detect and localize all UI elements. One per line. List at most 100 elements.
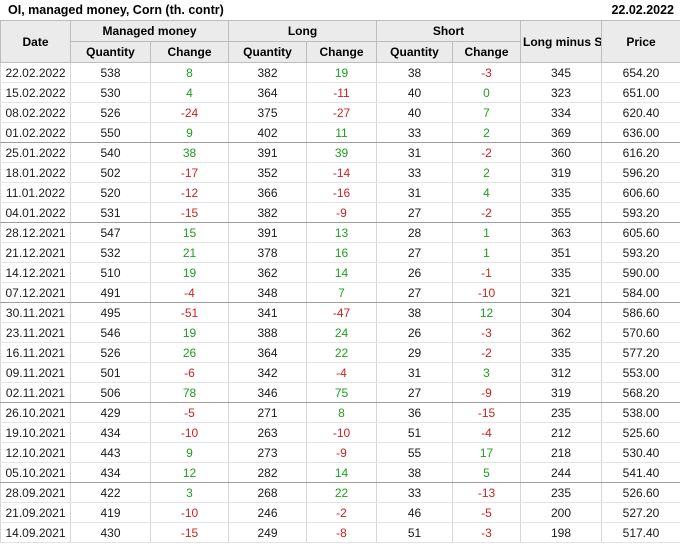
- cell-date: 14.12.2021: [0, 262, 71, 283]
- cell-mm-change: 4: [150, 82, 229, 103]
- cell-long-change: 14: [305, 262, 378, 283]
- cell-price: 596.20: [601, 162, 680, 183]
- cell-short-change: 1: [452, 242, 522, 263]
- cell-short-change: 7: [452, 102, 522, 123]
- cell-short-change: 2: [452, 162, 522, 183]
- cell-price: 605.60: [601, 222, 680, 243]
- col-header-short-quantity: Quantity: [376, 41, 454, 63]
- cell-date: 28.09.2021: [0, 482, 71, 503]
- cell-long-quantity: 341: [228, 302, 307, 323]
- cell-date: 22.02.2022: [0, 62, 71, 83]
- cell-long-minus-short: 351: [520, 242, 603, 263]
- cell-long-quantity: 342: [228, 362, 307, 383]
- table-row: 22.02.2022 538 8 382 19 38 -3 345 654.20: [0, 62, 680, 83]
- cell-short-change: -1: [452, 262, 522, 283]
- table-row: 18.01.2022 502 -17 352 -14 33 2 319 596.…: [0, 162, 680, 183]
- cell-price: 616.20: [601, 142, 680, 163]
- cell-mm-quantity: 540: [70, 142, 151, 163]
- cell-mm-change: 19: [150, 322, 229, 343]
- cell-short-change: -4: [452, 422, 522, 443]
- cell-long-quantity: 362: [228, 262, 307, 283]
- cell-long-quantity: 352: [228, 162, 307, 183]
- table-header: Date Managed money Long Short Long minus…: [0, 20, 680, 63]
- cell-mm-quantity: 530: [70, 82, 151, 103]
- oi-managed-money-table: Date Managed money Long Short Long minus…: [0, 20, 680, 543]
- cell-long-change: 13: [305, 222, 378, 243]
- cell-long-quantity: 263: [228, 422, 307, 443]
- table-row: 07.12.2021 491 -4 348 7 27 -10 321 584.0…: [0, 282, 680, 303]
- cell-price: 606.60: [601, 182, 680, 203]
- cell-short-quantity: 46: [376, 502, 454, 523]
- cell-long-minus-short: 362: [520, 322, 603, 343]
- cell-date: 09.11.2021: [0, 362, 71, 383]
- table-row: 11.01.2022 520 -12 366 -16 31 4 335 606.…: [0, 182, 680, 203]
- cell-price: 527.20: [601, 502, 680, 523]
- col-header-long-minus-short: Long minus Short: [520, 20, 603, 63]
- table-row: 04.01.2022 531 -15 382 -9 27 -2 355 593.…: [0, 202, 680, 223]
- cell-price: 590.00: [601, 262, 680, 283]
- table-row: 30.11.2021 495 -51 341 -47 38 12 304 586…: [0, 302, 680, 323]
- cell-date: 30.11.2021: [0, 302, 71, 323]
- col-group-short: Short: [376, 20, 522, 42]
- table-row: 02.11.2021 506 78 346 75 27 -9 319 568.2…: [0, 382, 680, 403]
- cell-mm-quantity: 538: [70, 62, 151, 83]
- cell-mm-change: 78: [150, 382, 229, 403]
- cell-long-quantity: 378: [228, 242, 307, 263]
- cell-long-minus-short: 363: [520, 222, 603, 243]
- cell-mm-quantity: 495: [70, 302, 151, 323]
- cell-mm-quantity: 532: [70, 242, 151, 263]
- table-row: 05.10.2021 434 12 282 14 38 5 244 541.40: [0, 462, 680, 483]
- cell-short-change: -2: [452, 142, 522, 163]
- cell-long-change: 39: [305, 142, 378, 163]
- table-row: 19.10.2021 434 -10 263 -10 51 -4 212 525…: [0, 422, 680, 443]
- cell-mm-change: 21: [150, 242, 229, 263]
- cell-date: 05.10.2021: [0, 462, 71, 483]
- cell-long-minus-short: 319: [520, 382, 603, 403]
- cell-date: 23.11.2021: [0, 322, 71, 343]
- cell-mm-quantity: 502: [70, 162, 151, 183]
- cell-date: 07.12.2021: [0, 282, 71, 303]
- cell-mm-change: 9: [150, 442, 229, 463]
- cell-mm-quantity: 434: [70, 462, 151, 483]
- cell-long-change: 75: [305, 382, 378, 403]
- report-header: OI, managed money, Corn (th. contr) 22.0…: [0, 0, 680, 20]
- cell-long-minus-short: 334: [520, 102, 603, 123]
- cell-short-quantity: 33: [376, 162, 454, 183]
- cell-mm-change: -24: [150, 102, 229, 123]
- cell-mm-change: -12: [150, 182, 229, 203]
- cell-long-minus-short: 321: [520, 282, 603, 303]
- table-body: 22.02.2022 538 8 382 19 38 -3 345 654.20…: [0, 62, 680, 543]
- cell-long-minus-short: 323: [520, 82, 603, 103]
- cell-long-quantity: 402: [228, 122, 307, 143]
- col-header-long-quantity: Quantity: [228, 41, 307, 63]
- cell-long-change: -9: [305, 202, 378, 223]
- cell-short-quantity: 51: [376, 522, 454, 543]
- cell-long-quantity: 388: [228, 322, 307, 343]
- cell-mm-quantity: 506: [70, 382, 151, 403]
- cell-long-quantity: 268: [228, 482, 307, 503]
- cell-short-quantity: 33: [376, 482, 454, 503]
- cell-short-change: 5: [452, 462, 522, 483]
- cell-short-quantity: 27: [376, 382, 454, 403]
- cell-mm-quantity: 491: [70, 282, 151, 303]
- cell-long-change: -11: [305, 82, 378, 103]
- cell-long-minus-short: 345: [520, 62, 603, 83]
- table-row: 08.02.2022 526 -24 375 -27 40 7 334 620.…: [0, 102, 680, 123]
- cell-price: 526.60: [601, 482, 680, 503]
- cell-mm-change: 19: [150, 262, 229, 283]
- table-row: 26.10.2021 429 -5 271 8 36 -15 235 538.0…: [0, 402, 680, 423]
- cell-long-minus-short: 235: [520, 402, 603, 423]
- cell-date: 02.11.2021: [0, 382, 71, 403]
- cell-long-change: 11: [305, 122, 378, 143]
- cell-short-change: -2: [452, 342, 522, 363]
- cell-short-quantity: 28: [376, 222, 454, 243]
- col-header-date: Date: [0, 20, 71, 63]
- cell-mm-quantity: 501: [70, 362, 151, 383]
- table-row: 28.12.2021 547 15 391 13 28 1 363 605.60: [0, 222, 680, 243]
- cell-long-minus-short: 355: [520, 202, 603, 223]
- cell-long-minus-short: 212: [520, 422, 603, 443]
- cell-price: 636.00: [601, 122, 680, 143]
- cell-long-change: -14: [305, 162, 378, 183]
- cell-mm-change: -10: [150, 422, 229, 443]
- cell-date: 21.09.2021: [0, 502, 71, 523]
